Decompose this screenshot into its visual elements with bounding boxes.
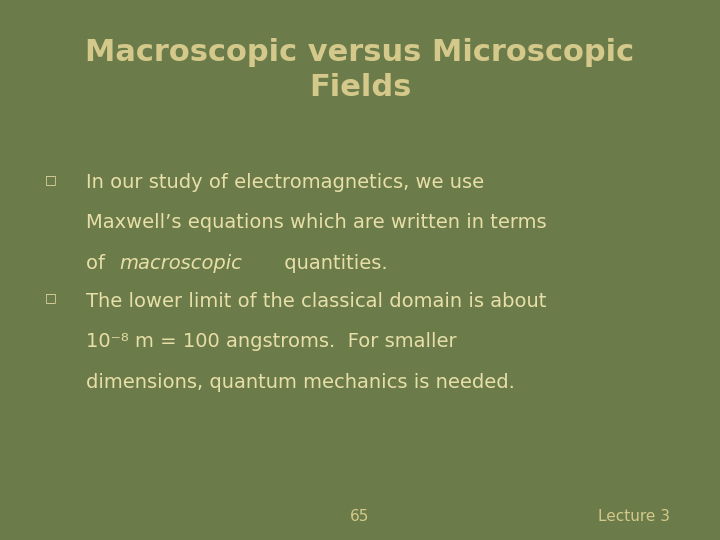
Text: 65: 65 bbox=[351, 509, 369, 524]
Text: Maxwell’s equations which are written in terms: Maxwell’s equations which are written in… bbox=[86, 213, 547, 232]
Text: of: of bbox=[86, 254, 112, 273]
Text: □: □ bbox=[45, 292, 56, 305]
Text: Macroscopic versus Microscopic
Fields: Macroscopic versus Microscopic Fields bbox=[86, 38, 634, 102]
Text: quantities.: quantities. bbox=[277, 254, 387, 273]
Text: Lecture 3: Lecture 3 bbox=[598, 509, 670, 524]
Text: macroscopic: macroscopic bbox=[119, 254, 242, 273]
Text: □: □ bbox=[45, 173, 56, 186]
Text: dimensions, quantum mechanics is needed.: dimensions, quantum mechanics is needed. bbox=[86, 373, 516, 392]
Text: In our study of electromagnetics, we use: In our study of electromagnetics, we use bbox=[86, 173, 485, 192]
Text: 10⁻⁸ m = 100 angstroms.  For smaller: 10⁻⁸ m = 100 angstroms. For smaller bbox=[86, 332, 457, 351]
Text: The lower limit of the classical domain is about: The lower limit of the classical domain … bbox=[86, 292, 546, 310]
